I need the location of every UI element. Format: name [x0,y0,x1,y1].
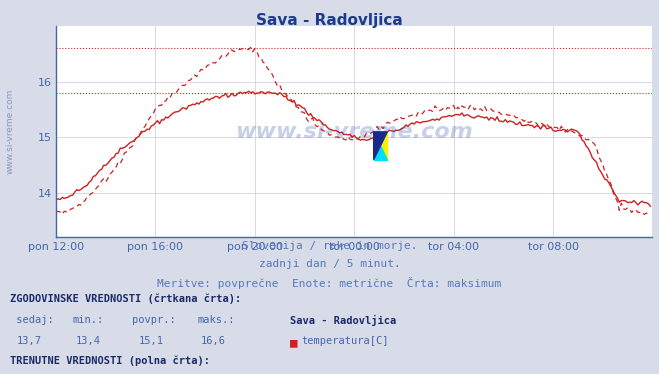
Polygon shape [374,132,387,160]
Text: min.:: min.: [72,315,103,325]
Text: Meritve: povprečne  Enote: metrične  Črta: maksimum: Meritve: povprečne Enote: metrične Črta:… [158,277,501,289]
Text: povpr.:: povpr.: [132,315,175,325]
Text: ■: ■ [290,336,297,349]
Text: 13,7: 13,7 [16,336,42,346]
Text: 15,1: 15,1 [138,336,163,346]
Text: 16,6: 16,6 [201,336,226,346]
Text: www.si-vreme.com: www.si-vreme.com [5,88,14,174]
Text: 13,4: 13,4 [76,336,101,346]
Text: www.si-vreme.com: www.si-vreme.com [235,122,473,142]
Text: maks.:: maks.: [198,315,235,325]
Text: sedaj:: sedaj: [10,315,53,325]
Polygon shape [374,132,387,160]
Text: Slovenija / reke in morje.: Slovenija / reke in morje. [242,241,417,251]
Text: Sava - Radovljica: Sava - Radovljica [256,13,403,28]
Text: Sava - Radovljica: Sava - Radovljica [290,315,396,326]
Text: TRENUTNE VREDNOSTI (polna črta):: TRENUTNE VREDNOSTI (polna črta): [10,356,210,366]
Text: temperatura[C]: temperatura[C] [302,336,389,346]
Text: zadnji dan / 5 minut.: zadnji dan / 5 minut. [258,259,401,269]
Polygon shape [374,132,387,160]
Text: ZGODOVINSKE VREDNOSTI (črtkana črta):: ZGODOVINSKE VREDNOSTI (črtkana črta): [10,294,241,304]
